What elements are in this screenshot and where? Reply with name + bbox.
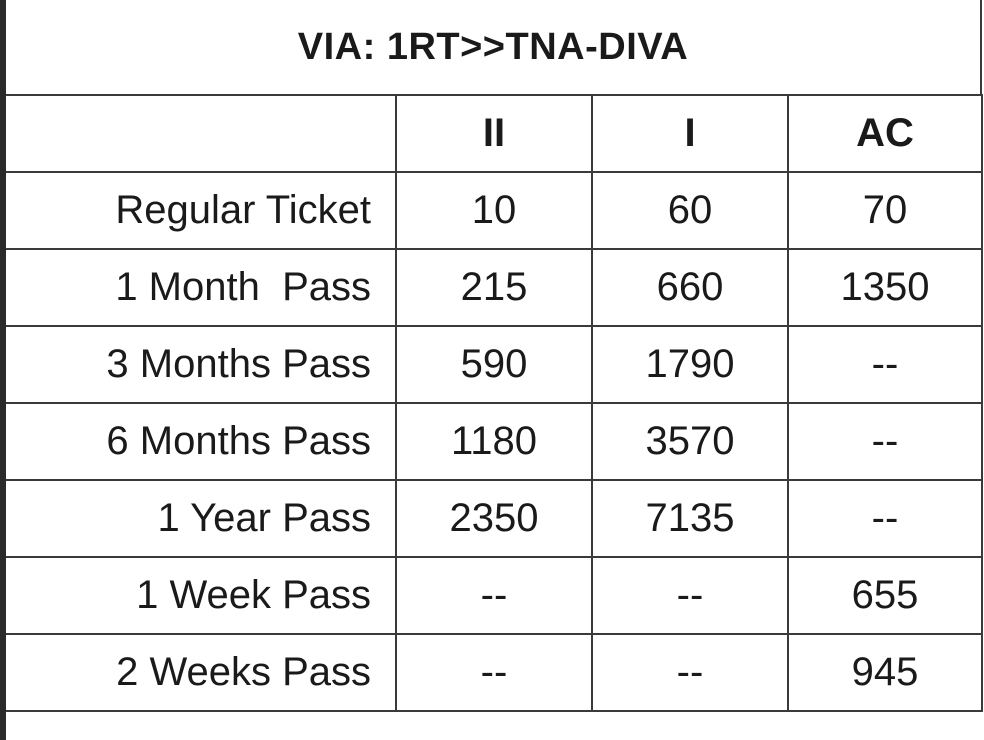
fare-cell: 660 xyxy=(591,248,789,327)
column-header-first-class: I xyxy=(591,94,789,173)
fare-cell: 3570 xyxy=(591,402,789,481)
fare-cell: -- xyxy=(591,633,789,712)
table-row: 1 Week Pass -- -- 655 xyxy=(6,556,983,635)
fare-cell: -- xyxy=(591,556,789,635)
fare-cell: 70 xyxy=(787,171,983,250)
row-label: 2 Weeks Pass xyxy=(6,633,397,712)
fare-cell: 7135 xyxy=(591,479,789,558)
fare-cell: -- xyxy=(787,479,983,558)
column-header-ac: AC xyxy=(787,94,983,173)
row-label: 1 Year Pass xyxy=(6,479,397,558)
row-label: 1 Week Pass xyxy=(6,556,397,635)
row-label: 1 Month Pass xyxy=(6,248,397,327)
fare-cell: 655 xyxy=(787,556,983,635)
table-row: 1 Year Pass 2350 7135 -- xyxy=(6,479,983,558)
fare-cell: 2350 xyxy=(395,479,593,558)
row-label: 6 Months Pass xyxy=(6,402,397,481)
fare-cell: 10 xyxy=(395,171,593,250)
table-row: 3 Months Pass 590 1790 -- xyxy=(6,325,983,404)
header-row: II I AC xyxy=(6,94,983,173)
fare-cell: 1180 xyxy=(395,402,593,481)
fare-cell: -- xyxy=(395,633,593,712)
row-label: 3 Months Pass xyxy=(6,325,397,404)
fare-cell: 945 xyxy=(787,633,983,712)
fare-cell: 590 xyxy=(395,325,593,404)
table-row: Regular Ticket 10 60 70 xyxy=(6,171,983,250)
row-label: Regular Ticket xyxy=(6,171,397,250)
header-corner-cell xyxy=(6,94,397,173)
fare-cell: -- xyxy=(787,325,983,404)
table-title: VIA: 1RT>>TNA-DIVA xyxy=(6,0,982,94)
fare-cell: -- xyxy=(787,402,983,481)
fare-table: II I AC Regular Ticket 10 60 70 1 Month … xyxy=(6,94,983,712)
column-header-second-class: II xyxy=(395,94,593,173)
table-row: 2 Weeks Pass -- -- 945 xyxy=(6,633,983,712)
fare-cell: 1350 xyxy=(787,248,983,327)
fare-cell: 1790 xyxy=(591,325,789,404)
fare-cell: 60 xyxy=(591,171,789,250)
fare-cell: -- xyxy=(395,556,593,635)
table-row: 6 Months Pass 1180 3570 -- xyxy=(6,402,983,481)
table-row: 1 Month Pass 215 660 1350 xyxy=(6,248,983,327)
fare-cell: 215 xyxy=(395,248,593,327)
